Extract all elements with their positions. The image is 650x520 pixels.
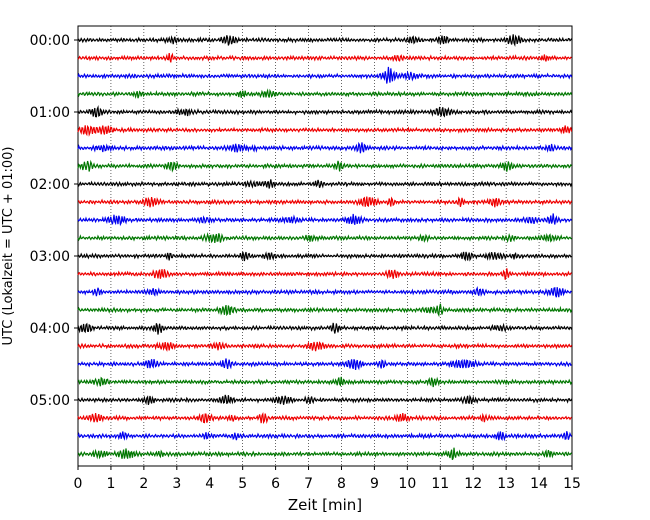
grid bbox=[110, 26, 540, 466]
x-tick-label: 0 bbox=[74, 476, 83, 492]
x-tick-label: 12 bbox=[464, 476, 482, 492]
trace-0145 bbox=[77, 159, 573, 173]
trace-0530 bbox=[77, 430, 573, 442]
trace-0130 bbox=[77, 141, 573, 154]
trace-0000 bbox=[77, 34, 573, 47]
traces bbox=[77, 34, 573, 461]
x-tick-label: 4 bbox=[205, 476, 214, 492]
trace-0100 bbox=[77, 104, 573, 118]
trace-0345 bbox=[77, 303, 573, 318]
x-tick-label: 3 bbox=[172, 476, 181, 492]
y-tick-label: 04:00 bbox=[30, 321, 70, 337]
trace-0300 bbox=[77, 251, 572, 262]
trace-0115 bbox=[77, 124, 573, 137]
trace-0200 bbox=[77, 179, 573, 189]
x-tick-label: 1 bbox=[106, 476, 115, 492]
y-axis-label: UTC (Lokalzeit = UTC + 01:00) bbox=[1, 147, 16, 346]
x-tick-label: 7 bbox=[304, 476, 313, 492]
trace-0215 bbox=[77, 196, 573, 208]
trace-0045 bbox=[77, 88, 573, 99]
trace-0245 bbox=[77, 232, 572, 244]
trace-0230 bbox=[77, 213, 573, 227]
trace-0445 bbox=[77, 376, 573, 388]
trace-0545 bbox=[77, 447, 573, 461]
trace-0500 bbox=[77, 394, 573, 406]
plot-frame bbox=[77, 25, 573, 467]
x-tick-label: 13 bbox=[497, 476, 515, 492]
trace-0400 bbox=[77, 322, 573, 335]
x-tick-label: 6 bbox=[271, 476, 280, 492]
x-axis-label: Zeit [min] bbox=[288, 496, 362, 514]
trace-0330 bbox=[77, 285, 572, 298]
trace-0415 bbox=[77, 340, 573, 352]
trace-0015 bbox=[77, 52, 572, 63]
x-tick-label: 8 bbox=[337, 476, 346, 492]
y-tick-label: 02:00 bbox=[30, 177, 70, 193]
trace-0030 bbox=[77, 66, 573, 84]
y-tick-label: 00:00 bbox=[30, 33, 70, 49]
x-tick-label: 9 bbox=[370, 476, 379, 492]
y-tick-label: 01:00 bbox=[30, 105, 70, 121]
y-tick-label: 03:00 bbox=[30, 249, 70, 265]
x-axis-ticks: 0 1 2 3 4 5 6 7 8 9 10 11 12 13 14 15 bbox=[74, 466, 581, 492]
trace-0430 bbox=[77, 358, 572, 371]
trace-0315 bbox=[77, 268, 572, 280]
x-tick-label: 11 bbox=[431, 476, 449, 492]
y-axis-ticks: 00:00 01:00 02:00 03:00 04:00 05:00 bbox=[30, 33, 78, 409]
x-tick-label: 14 bbox=[530, 476, 548, 492]
y-tick-label: 05:00 bbox=[30, 393, 70, 409]
trace-0515 bbox=[77, 411, 573, 425]
x-tick-label: 2 bbox=[139, 476, 148, 492]
x-tick-label: 15 bbox=[563, 476, 581, 492]
x-tick-label: 5 bbox=[238, 476, 247, 492]
x-tick-label: 10 bbox=[398, 476, 416, 492]
